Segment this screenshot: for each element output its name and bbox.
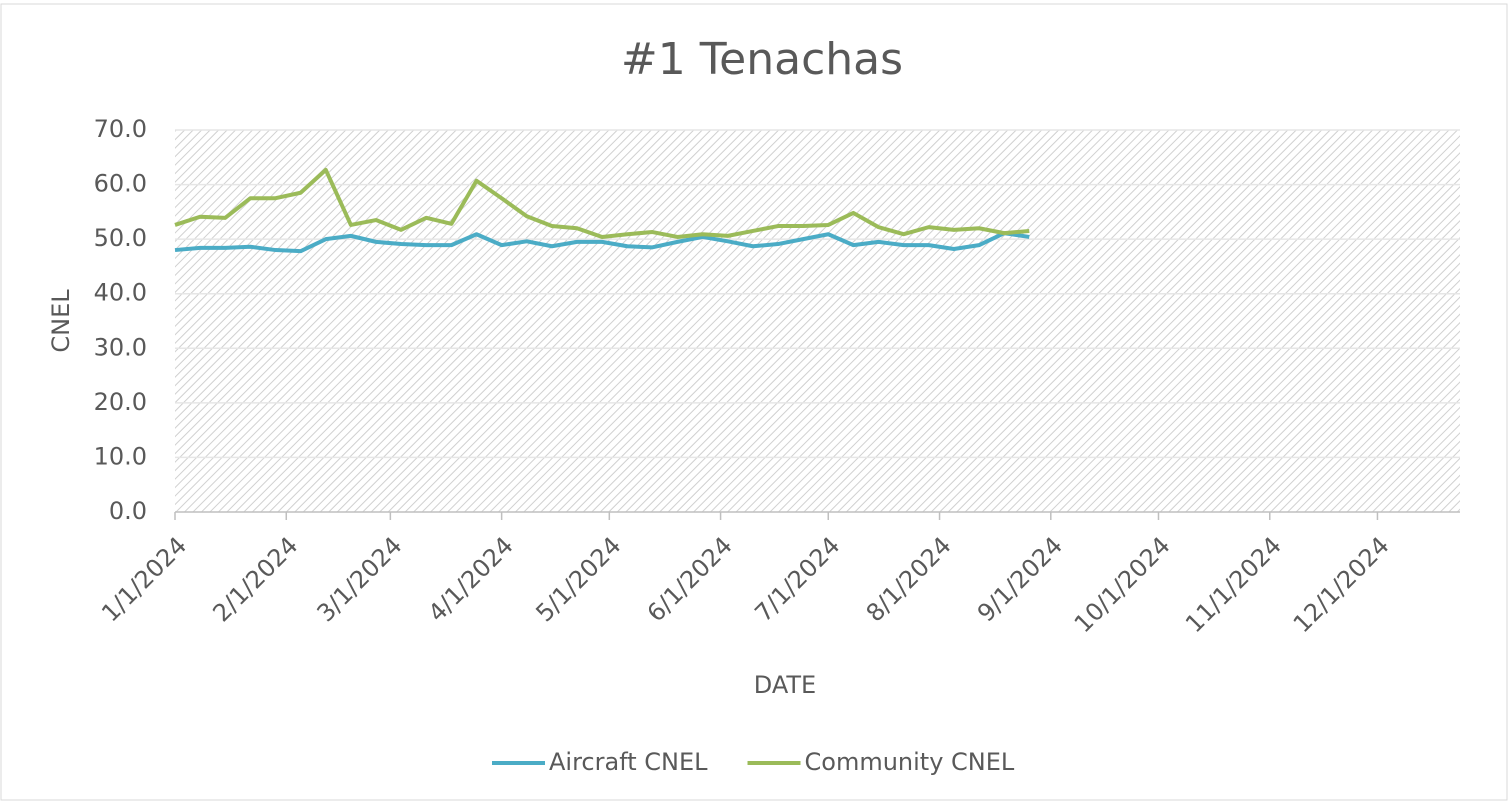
y-tick-label: 70.0 [94,115,147,143]
data-line [174,167,1030,239]
y-axis-title: CNEL [47,289,75,353]
y-tick-label: 40.0 [94,279,147,307]
y-tick-label: 50.0 [94,224,147,252]
y-tick-label: 20.0 [94,388,147,416]
y-tick-label: 10.0 [94,442,147,470]
y-tick-label: 30.0 [94,333,147,361]
y-tick-label: 0.0 [109,497,147,525]
chart-title: #1 Tenachas [621,34,903,85]
legend-label: Aircraft CNEL [549,748,708,776]
plot-area [175,130,1460,512]
x-axis-title: DATE [754,671,816,699]
y-tick-label: 60.0 [94,170,147,198]
legend-label: Community CNEL [805,748,1015,776]
data-line [174,231,1030,254]
